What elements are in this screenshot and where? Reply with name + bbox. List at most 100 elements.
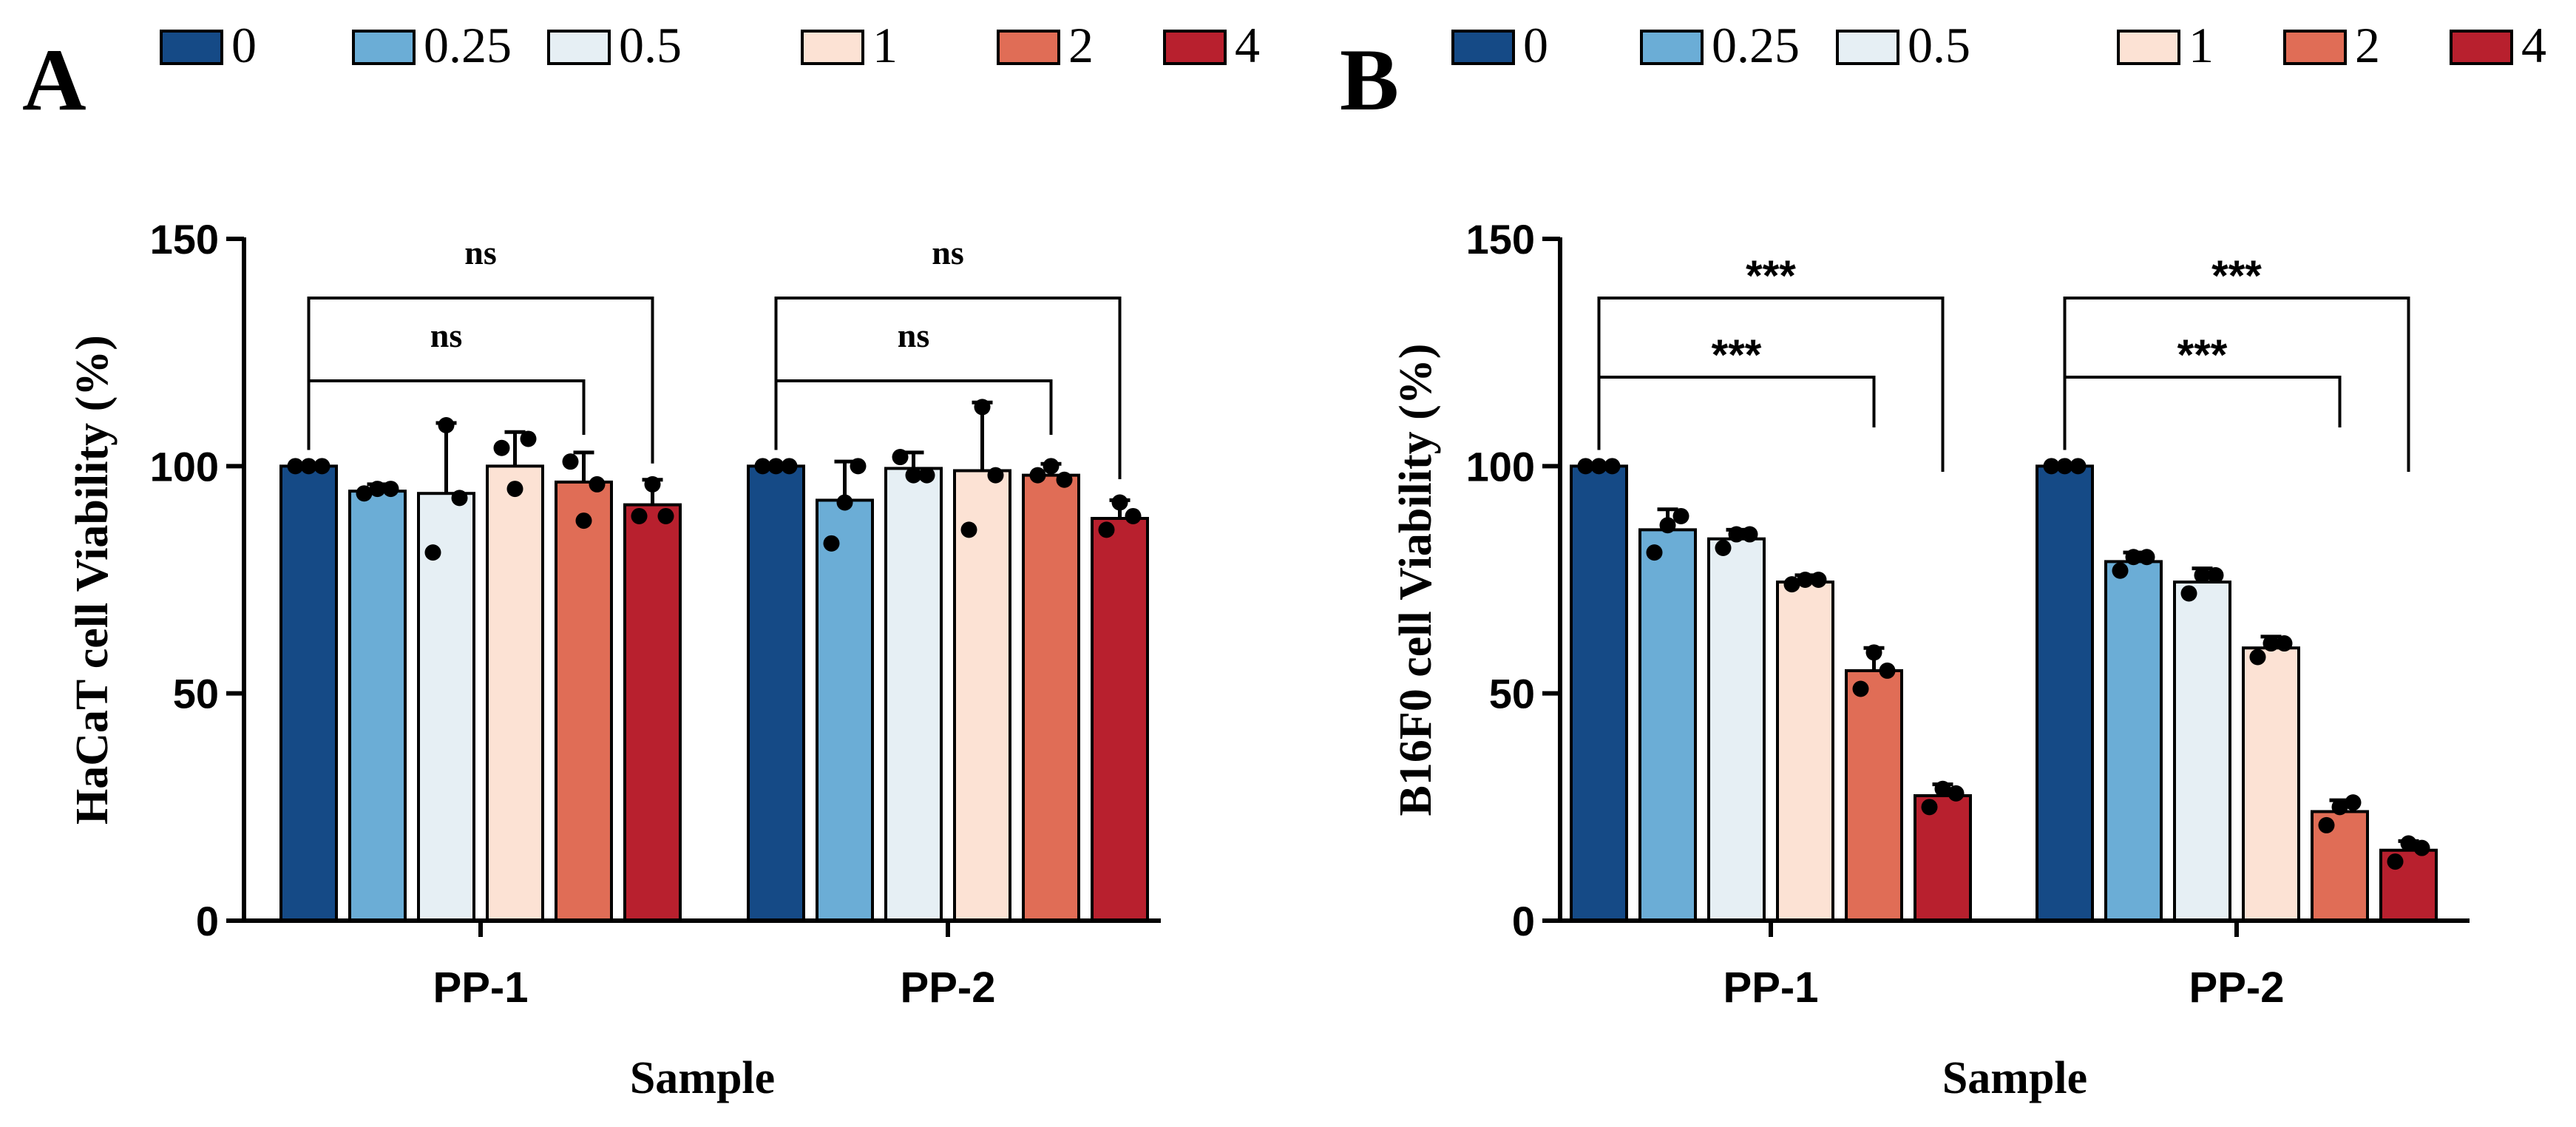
data-point-pp-1-4-2 [1934,780,1951,797]
y-tick-label-0: 0 [1512,898,1535,944]
sig-bracket-pp-2-0-vs-2 [774,379,1053,450]
bar-pp-1-0-25 [1638,528,1697,922]
data-point-pp-1-0-1 [1577,458,1594,475]
data-point-pp-2-0-2 [767,458,784,475]
data-point-pp-2-0-25-3 [850,458,867,475]
group-label-pp-1: PP-1 [1723,964,1819,1012]
data-point-pp-1-2-3 [1879,662,1896,679]
legend-swatch-4 [1163,30,1227,65]
sig-bracket-pp-2-0-vs-4 [774,297,1122,479]
legend-swatch-0-25 [1640,30,1704,65]
sig-bracket-pp-1-0-vs-4 [1597,297,1945,472]
data-point-pp-1-0-25-2 [369,481,386,498]
data-point-pp-2-1-2 [974,399,991,416]
bar-pp-2-0 [747,464,805,922]
data-point-pp-2-2-1 [1029,467,1046,484]
data-point-pp-2-1-3 [2276,635,2293,652]
data-point-pp-1-2-2 [1865,644,1882,661]
data-point-pp-1-0-3 [1604,458,1621,475]
chart-panel-a: PP-1 PP-2 0 50 100 150 Sample HaCaT cell Viabil… [67,216,1161,1103]
y-tick-label-50: 50 [173,671,219,717]
data-point-pp-1-0-1 [287,458,304,475]
bar-pp-1-0 [279,464,338,922]
bar-pp-2-1 [2242,646,2300,922]
data-point-pp-1-4-1 [631,507,648,524]
sig-bracket-pp-1-0-vs-2 [307,379,586,450]
sig-label-pp-2-0-vs-2: *** [2177,331,2228,379]
data-point-pp-2-1-1 [2249,649,2266,666]
data-point-pp-2-4-1 [2387,853,2404,870]
data-point-pp-1-2-1 [1852,680,1869,697]
data-point-pp-1-0-2 [300,458,317,475]
data-point-pp-2-0-1 [754,458,771,475]
sig-label-pp-2-0-vs-2: ns [898,317,929,354]
data-point-pp-2-0-5-2 [2194,566,2211,583]
bar-pp-1-4 [623,503,682,922]
y-tick-label-50: 50 [1489,671,1535,717]
y-tick-label-100: 100 [1466,443,1535,490]
group-label-pp-2: PP-2 [901,964,996,1012]
data-point-pp-1-4-3 [657,507,674,524]
data-point-pp-2-2-2 [2331,799,2348,816]
data-point-pp-1-4-1 [1921,799,1938,816]
legend-b: 0 0.25 0.5 1 2 4 [1451,17,2546,73]
bar-pp-2-0-5 [884,467,943,922]
data-point-pp-1-1-3 [520,430,537,447]
legend-swatch-0-25 [352,30,416,65]
data-point-pp-1-0-5-3 [451,490,468,507]
data-point-pp-1-2-1 [562,453,579,470]
legend-label-0-25: 0.25 [1712,17,1800,73]
legend-label-4: 4 [1235,17,1260,73]
data-point-pp-2-0-25-2 [836,494,853,511]
legend-swatch-2 [2283,30,2347,65]
legend-label-0: 0 [1523,17,1548,73]
legend-label-1: 1 [872,17,898,73]
data-point-pp-2-0-3 [2070,458,2087,475]
x-axis-title: Sample [1942,1053,2087,1103]
sig-bracket-pp-1-0-vs-2 [1597,376,1876,450]
legend-label-0: 0 [231,17,257,73]
bar-pp-2-0-25 [816,498,874,922]
data-point-pp-2-4-1 [1098,521,1115,538]
data-point-pp-2-4-3 [1125,507,1142,524]
legend-label-4: 4 [2521,17,2546,73]
data-point-pp-1-4-2 [644,475,661,493]
data-point-pp-2-2-1 [2318,816,2335,833]
data-point-pp-2-2-3 [1056,471,1073,488]
bar-pp-2-2 [1022,473,1080,922]
data-point-pp-2-0-25-1 [823,535,840,552]
y-tick-label-100: 100 [150,443,219,490]
data-point-pp-1-1-2 [1797,572,1814,588]
panel-b-letter: B [1340,30,1399,129]
y-tick-label-150: 150 [150,216,219,263]
legend-label-0-5: 0.5 [1908,17,1970,73]
chart-panel-b: PP-1 PP-2 0 50 100 150 Sample B16F0 cell Viabil… [1391,216,2470,1103]
sig-label-pp-2-0-vs-4: *** [2211,252,2262,300]
panel-a-letter: A [22,30,87,129]
legend-swatch-0-5 [1836,30,1899,65]
data-point-pp-2-0-5-3 [2207,566,2224,583]
data-point-pp-2-4-2 [2400,835,2417,852]
group-label-pp-1: PP-1 [433,964,529,1012]
sig-label-pp-1-0-vs-2: ns [430,317,462,354]
x-axis-title: Sample [630,1053,775,1103]
data-point-pp-2-2-2 [1043,458,1060,475]
y-tick-label-150: 150 [1466,216,1535,263]
bar-pp-2-4 [1091,517,1149,922]
data-point-pp-2-4-3 [2413,839,2430,856]
data-point-pp-1-0-25-1 [356,485,373,502]
bar-pp-2-0 [2036,464,2094,922]
bar-pp-1-0 [1570,464,1628,922]
legend-swatch-0 [160,30,223,65]
sig-label-pp-2-0-vs-4: ns [932,234,963,271]
data-point-pp-1-2-3 [589,475,606,493]
y-axis-title: HaCaT cell Viability (%) [67,335,118,825]
legend-label-1: 1 [2189,17,2214,73]
sig-bracket-pp-1-0-vs-4 [307,297,654,464]
data-point-pp-2-0-1 [2043,458,2060,475]
legend-label-0-25: 0.25 [424,17,512,73]
bar-pp-1-2 [555,480,613,922]
data-point-pp-2-1-3 [987,467,1004,484]
legend-swatch-4 [2450,30,2513,65]
